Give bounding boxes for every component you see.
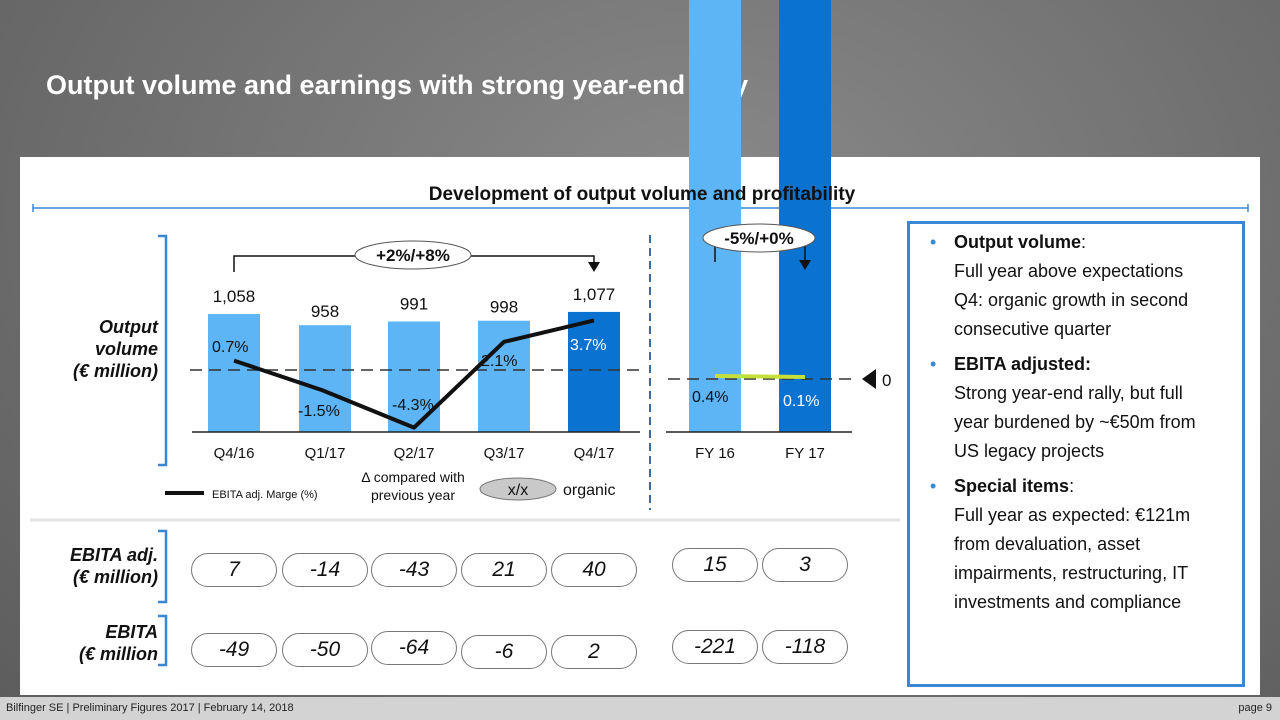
ebita-label: EBITA (€ million — [40, 621, 158, 665]
arrow-head — [799, 260, 811, 270]
chart-title: Development of output volume and profita… — [429, 184, 856, 205]
quarterly-bar-label: 991 — [400, 295, 428, 314]
margin-label: -1.5% — [298, 403, 340, 420]
bullet-colon: : — [1069, 476, 1075, 496]
quarterly-bar-label: 998 — [490, 298, 518, 317]
ebita-value: -221 — [672, 630, 758, 664]
ebita-value: -64 — [371, 631, 457, 665]
bullet-line: year burdened by ~€50m from — [954, 412, 1196, 432]
page-number: page 9 — [1238, 702, 1272, 714]
bracket-output — [158, 234, 168, 467]
ebita-value: -6 — [461, 635, 547, 669]
zero-label: 0 — [882, 371, 891, 390]
footer-source: Bilfinger SE | Preliminary Figures 2017 … — [6, 702, 294, 714]
legend-oval-label: x/x — [508, 482, 528, 499]
bullet-ebita-adjusted: EBITA adjusted: — [930, 350, 1250, 379]
ebita-adj-value: 15 — [672, 548, 758, 582]
ebita-adj-label-line2: (€ million) — [73, 567, 158, 587]
bullet-head: EBITA adjusted: — [954, 354, 1092, 374]
arrow-head — [588, 262, 600, 272]
page-title: Output volume and earnings with strong y… — [46, 70, 749, 100]
bullet-line: US legacy projects — [954, 441, 1105, 461]
annual-margin-label: 0.1% — [783, 393, 819, 410]
quarterly-bar — [208, 314, 260, 432]
bullet-line: Q4: organic growth in second — [954, 290, 1189, 310]
ebita-label-line1: EBITA — [105, 622, 158, 642]
ebita-adj-label: EBITA adj. (€ million) — [40, 544, 158, 588]
comparison-label-quarterly: +2%/+8% — [376, 246, 450, 265]
bullet-line: impairments, restructuring, IT — [954, 563, 1189, 583]
quarterly-bar-label: 1,077 — [573, 285, 616, 304]
quarterly-tick-label: Q2/17 — [394, 445, 435, 462]
quarterly-bar-label: 1,058 — [213, 287, 256, 306]
bullet-colon: : — [1081, 232, 1087, 252]
quarterly-bar-label: 958 — [311, 302, 339, 321]
ebita-margin-line — [233, 318, 595, 430]
annual-tick-label: FY 16 — [695, 445, 735, 462]
output-volume-label-line3: (€ million) — [73, 361, 158, 381]
margin-label: 2.1% — [481, 353, 517, 370]
comparison-oval-quarterly — [354, 240, 472, 270]
annual-bar — [779, 0, 831, 432]
highlights-list: Output volume: Full year above expectati… — [930, 228, 1250, 617]
bullet-line: consecutive quarter — [954, 319, 1112, 339]
comparison-oval-annual — [702, 223, 816, 253]
quarterly-tick-label: Q4/16 — [214, 445, 255, 462]
bracket-ebita-adj — [158, 529, 168, 604]
bullet-line: investments and compliance — [954, 592, 1182, 612]
legend-oval — [479, 477, 557, 501]
margin-label: 0.7% — [212, 339, 248, 356]
output-volume-label-line2: volume — [94, 339, 158, 359]
output-volume-label-line1: Output — [99, 317, 158, 337]
bullet-line: Full year as expected: €121m — [954, 505, 1191, 525]
ebita-adj-label-line1: EBITA adj. — [69, 545, 158, 565]
legend-delta-line1: Δ compared with — [361, 469, 465, 485]
margin-label: 3.7% — [570, 337, 606, 354]
bullet-output-volume: Output volume: — [930, 228, 1250, 257]
output-volume-label: Output volume (€ million) — [40, 316, 158, 382]
bullet-head: Output volume — [954, 232, 1081, 252]
ebita-value: 2 — [551, 635, 637, 669]
legend-delta-line2: previous year — [371, 487, 455, 503]
quarterly-tick-label: Q4/17 — [574, 445, 615, 462]
bracket-ebita — [158, 614, 168, 667]
zero-marker — [862, 369, 876, 389]
quarterly-bar — [388, 321, 440, 432]
quarterly-tick-label: Q1/17 — [305, 445, 346, 462]
ebita-adj-value: -43 — [371, 553, 457, 587]
legend-organic-label: organic — [563, 482, 615, 499]
bullet-line: Full year above expectations — [954, 261, 1184, 281]
quarterly-tick-label: Q3/17 — [484, 445, 525, 462]
bullet-line: from devaluation, asset — [954, 534, 1141, 554]
comparison-label-annual: -5%/+0% — [724, 229, 793, 248]
ebita-adj-value: 7 — [191, 553, 277, 587]
ebita-value: -49 — [191, 633, 277, 667]
bullet-head: Special items — [954, 476, 1070, 496]
footer: Bilfinger SE | Preliminary Figures 2017 … — [0, 697, 1280, 720]
annual-margin-line — [714, 374, 806, 379]
bullet-line: Strong year-end rally, but full — [954, 383, 1183, 403]
quarterly-bar — [299, 325, 351, 432]
ebita-value: -118 — [762, 630, 848, 664]
quarterly-bar — [568, 311, 620, 432]
highlights-box — [907, 221, 1245, 687]
ebita-value: -50 — [282, 633, 368, 667]
annual-bar — [689, 0, 741, 432]
annual-tick-label: FY 17 — [785, 445, 825, 462]
annual-margin-label: 0.4% — [692, 389, 728, 406]
ebita-adj-value: 40 — [551, 553, 637, 587]
ebita-adj-value: 21 — [461, 553, 547, 587]
bullet-special-items: Special items: — [930, 472, 1250, 501]
ebita-adj-value: -14 — [282, 553, 368, 587]
ebita-adj-value: 3 — [762, 548, 848, 582]
margin-label: -4.3% — [392, 397, 434, 414]
legend-line-label: EBITA adj. Marge (%) — [212, 489, 318, 501]
ebita-label-line2: (€ million — [78, 644, 158, 664]
